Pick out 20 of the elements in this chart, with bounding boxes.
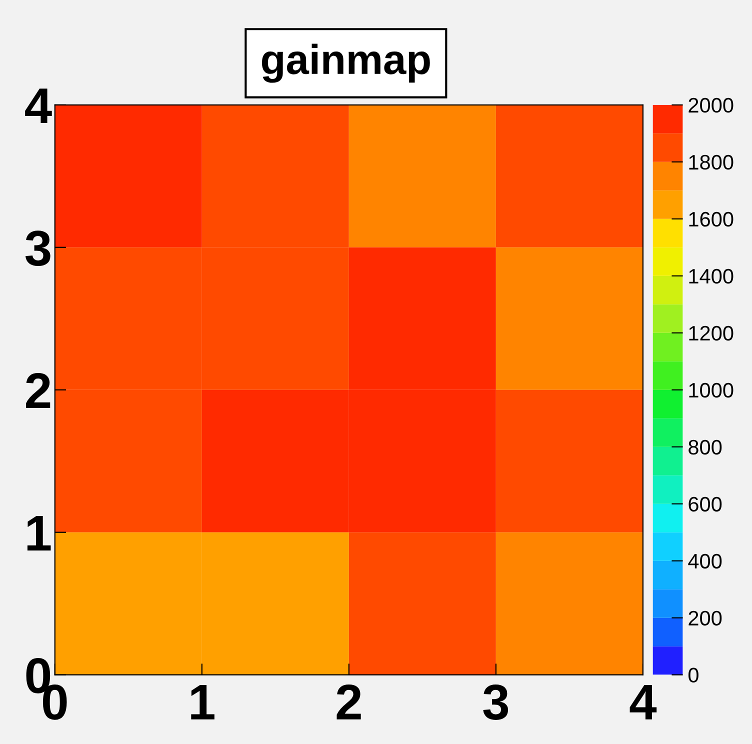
color-bar-label: 200 <box>688 610 722 626</box>
color-bar-label: 0 <box>688 668 698 683</box>
color-bar-label: 600 <box>688 496 722 512</box>
color-bar-label: 800 <box>688 440 722 455</box>
color-bar-label: 1800 <box>689 154 734 170</box>
y-tick-label: 3 <box>25 230 50 266</box>
color-bar-label: 1200 <box>689 326 734 341</box>
color-bar-label: 1000 <box>689 382 734 398</box>
x-tick-label: 1 <box>191 684 214 720</box>
y-tick-label: 4 <box>25 88 52 124</box>
x-tick-label: 2 <box>336 684 361 720</box>
color-bar-label: 1600 <box>689 212 734 227</box>
color-bar-label: 2000 <box>688 98 734 113</box>
x-tick-label: 3 <box>483 684 508 720</box>
chart-title: gainmap <box>262 44 430 83</box>
y-tick-label: 1 <box>27 516 51 550</box>
color-bar-label: 400 <box>688 554 722 569</box>
color-bar-label: 1400 <box>689 268 734 284</box>
x-tick-label: 4 <box>630 684 657 720</box>
y-tick-label: 2 <box>26 373 50 408</box>
